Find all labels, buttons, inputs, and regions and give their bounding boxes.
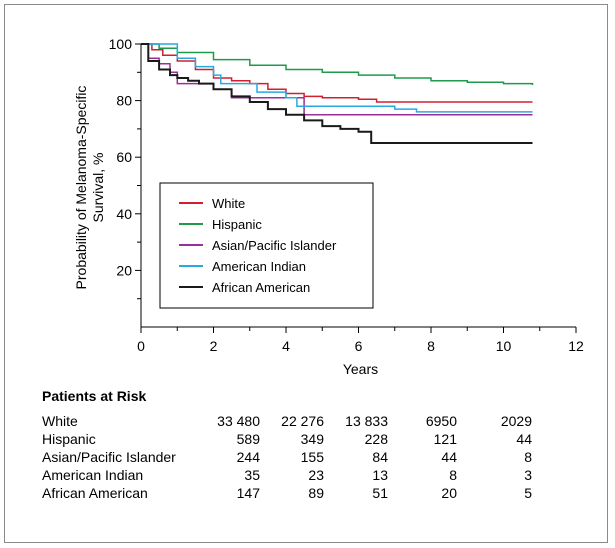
risk-count: 3	[524, 467, 532, 483]
risk-count: 244	[236, 449, 260, 465]
risk-count: 20	[441, 485, 457, 501]
legend-label: White	[212, 196, 245, 211]
risk-count: 2029	[500, 413, 532, 429]
risk-count: 121	[433, 431, 457, 447]
risk-count: 13 833	[345, 413, 388, 429]
tick-labels: 0 2 4 6 8 10 12 20 40 60 80 100	[109, 36, 584, 354]
risk-count: 155	[300, 449, 324, 465]
legend-label: African American	[212, 280, 310, 295]
legend-label: American Indian	[212, 259, 306, 274]
risk-count: 35	[244, 467, 260, 483]
risk-count: 13	[372, 467, 388, 483]
risk-row-label: White	[42, 413, 78, 429]
risk-row-label: African American	[42, 485, 148, 501]
risk-table: White 33 480 22 276 13 833 6950 2029 Hispanic 5…	[42, 412, 532, 502]
risk-count: 89	[308, 485, 324, 501]
risk-count: 22 276	[281, 413, 324, 429]
risk-row: White 33 480 22 276 13 833 6950 2029	[42, 412, 532, 430]
risk-count: 44	[516, 431, 532, 447]
risk-row: Hispanic 589 349 228 121 44	[42, 430, 532, 448]
risk-count: 44	[441, 449, 457, 465]
risk-count: 589	[236, 431, 260, 447]
y-tick-label: 80	[116, 93, 132, 109]
x-tick-label: 10	[496, 338, 512, 354]
risk-count: 349	[300, 431, 324, 447]
patients-at-risk: Patients at Risk White 33 480 22 276 13 833…	[42, 388, 562, 502]
legend: White Hispanic Asian/Pacific Islander Ameri…	[159, 182, 374, 309]
risk-count: 84	[372, 449, 388, 465]
x-tick-label: 8	[427, 338, 435, 354]
risk-count: 23	[308, 467, 324, 483]
series-line-african-american	[141, 43, 533, 144]
y-tick-label: 100	[109, 36, 133, 52]
x-tick-label: 0	[137, 338, 145, 354]
legend-label: Hispanic	[212, 217, 262, 232]
survival-chart: 0 2 4 6 8 10 12 20 40 60 80 100 White Hispanic Asian/…	[73, 36, 584, 377]
x-axis-title: Years	[343, 361, 378, 377]
risk-count: 8	[524, 449, 532, 465]
risk-count: 6950	[425, 413, 457, 429]
figure-frame	[4, 4, 608, 543]
risk-table-title: Patients at Risk	[42, 388, 147, 404]
series-line-american-indian	[141, 43, 533, 113]
axes	[135, 43, 577, 333]
series-lines	[141, 43, 534, 144]
risk-count: 5	[524, 485, 532, 501]
risk-count: 51	[372, 485, 388, 501]
risk-count: 147	[236, 485, 260, 501]
x-tick-label: 4	[282, 338, 290, 354]
risk-row-label: American Indian	[42, 467, 144, 483]
risk-count: 8	[449, 467, 457, 483]
risk-row: American Indian 35 23 13 8 3	[42, 466, 532, 484]
risk-row: African American 147 89 51 20 5	[42, 484, 532, 502]
x-tick-label: 12	[568, 338, 584, 354]
risk-count: 33 480	[217, 413, 260, 429]
legend-label: Asian/Pacific Islander	[212, 238, 337, 253]
series-line-hispanic	[141, 43, 534, 85]
y-tick-label: 20	[116, 262, 132, 278]
x-tick-label: 6	[355, 338, 363, 354]
risk-count: 228	[364, 431, 388, 447]
y-tick-label: 40	[116, 206, 132, 222]
series-line-asian-pacific-islander	[141, 43, 533, 116]
risk-row-label: Asian/Pacific Islander	[42, 449, 176, 465]
y-tick-label: 60	[116, 149, 132, 165]
x-tick-label: 2	[210, 338, 218, 354]
risk-row-label: Hispanic	[42, 431, 96, 447]
risk-row: Asian/Pacific Islander 244 155 84 44 8	[42, 448, 532, 466]
y-axis-title: Probability of Melanoma-SpecificSurvival…	[73, 86, 106, 290]
